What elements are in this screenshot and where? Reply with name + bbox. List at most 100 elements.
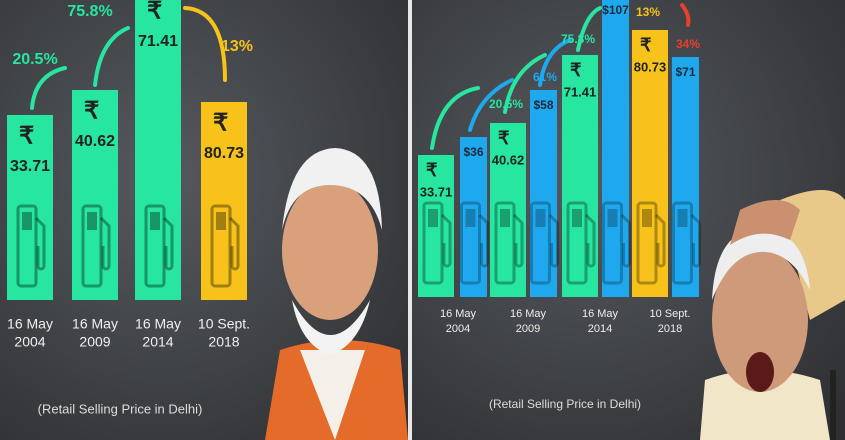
pump-icon <box>460 201 481 285</box>
arrow <box>183 6 227 82</box>
date-label: 2018 <box>658 323 682 335</box>
pump-icon <box>584 213 596 268</box>
date-label: 16 May <box>510 308 547 320</box>
pump-icon <box>654 213 666 268</box>
arrow <box>468 78 514 132</box>
crude-price: $58 <box>533 98 553 112</box>
date-label: 2004 <box>446 323 470 335</box>
crude-bar <box>530 90 557 297</box>
price-bar <box>418 155 454 297</box>
arrow <box>30 66 67 110</box>
rupee-symbol: ₹ <box>213 109 228 136</box>
price-bar <box>562 55 598 297</box>
date-label: 16 May <box>582 308 619 320</box>
pump-icon <box>34 216 46 271</box>
price-bar <box>135 0 181 300</box>
date-label: 16 May <box>440 308 477 320</box>
arrow <box>680 3 691 27</box>
price: 33.71 <box>10 158 50 175</box>
pump-icon <box>22 212 32 230</box>
price: 40.62 <box>492 152 525 167</box>
pump-icon <box>216 212 226 230</box>
rupee-symbol: ₹ <box>426 160 438 180</box>
rupee-symbol: ₹ <box>147 0 162 24</box>
pump-icon <box>162 216 174 271</box>
pump-icon <box>87 212 97 230</box>
pump-icon <box>428 209 438 227</box>
rupee-symbol: ₹ <box>640 35 652 55</box>
photo-left <box>265 148 408 440</box>
price: 40.62 <box>75 133 115 150</box>
rupee-symbol: ₹ <box>498 128 510 148</box>
price-bar <box>7 115 53 300</box>
pump-icon <box>620 213 631 268</box>
pump-icon <box>494 201 516 285</box>
pump-icon <box>642 209 652 227</box>
pump-icon <box>465 209 476 227</box>
price-bar <box>72 90 118 300</box>
pump-icon <box>210 204 232 288</box>
date-label: 2014 <box>588 323 612 335</box>
date-label: 16 May <box>135 316 181 332</box>
rupee-symbol: ₹ <box>84 97 99 124</box>
arrow <box>430 86 480 150</box>
pump-icon <box>572 209 582 227</box>
date-label: 2018 <box>208 334 239 350</box>
price: 33.71 <box>420 184 453 199</box>
pump-icon <box>440 213 452 268</box>
pump-icon <box>690 213 701 268</box>
change-label: 75.8% <box>561 32 595 46</box>
pump-icon <box>422 201 444 285</box>
photo-right <box>700 190 845 440</box>
date-label: 2004 <box>14 334 45 350</box>
rupee-symbol: ₹ <box>19 122 34 149</box>
arrow <box>503 53 547 114</box>
arrow <box>93 26 130 87</box>
pump-icon <box>144 204 166 288</box>
date-label: 16 May <box>7 316 53 332</box>
price: 80.73 <box>634 59 667 74</box>
pump-icon <box>677 209 688 227</box>
pump-icon <box>478 213 489 268</box>
crude-bar <box>460 137 487 297</box>
date-label: 10 Sept. <box>650 308 691 320</box>
divider <box>408 0 412 440</box>
pump-icon <box>602 201 623 285</box>
date-label: 10 Sept. <box>198 316 250 332</box>
price-bar <box>201 102 247 300</box>
crude-price: $36 <box>463 145 483 159</box>
pump-icon <box>16 204 38 288</box>
pump-icon <box>150 212 160 230</box>
change-label: 20.5% <box>489 97 523 111</box>
price: 80.73 <box>204 145 244 162</box>
change-label: 34% <box>676 37 700 51</box>
pump-icon <box>500 209 510 227</box>
pump-icon <box>672 201 693 285</box>
crude-price: $107 <box>602 3 629 17</box>
price-bar <box>490 123 526 297</box>
pump-icon <box>228 216 240 271</box>
date-label: 2014 <box>142 334 173 350</box>
pump-icon <box>636 201 658 285</box>
pump-icon <box>566 201 588 285</box>
date-label: 16 May <box>72 316 118 332</box>
pump-icon <box>530 201 551 285</box>
price: 71.41 <box>564 84 597 99</box>
pump-icon <box>99 216 111 271</box>
change-label: 61% <box>533 70 557 84</box>
change-label: 13% <box>636 5 660 19</box>
rupee-symbol: ₹ <box>570 60 582 80</box>
pump-icon <box>512 213 524 268</box>
crude-bar <box>672 57 699 297</box>
change-label: 75.8% <box>67 3 112 20</box>
date-label: 2009 <box>79 334 110 350</box>
arrow <box>538 38 572 87</box>
price-bar <box>632 30 668 297</box>
pump-icon <box>535 209 546 227</box>
caption: (Retail Selling Price in Delhi) <box>38 401 203 416</box>
arrow <box>576 6 602 52</box>
crude-price: $71 <box>675 65 695 79</box>
pump-icon <box>607 209 618 227</box>
pump-icon <box>548 213 559 268</box>
